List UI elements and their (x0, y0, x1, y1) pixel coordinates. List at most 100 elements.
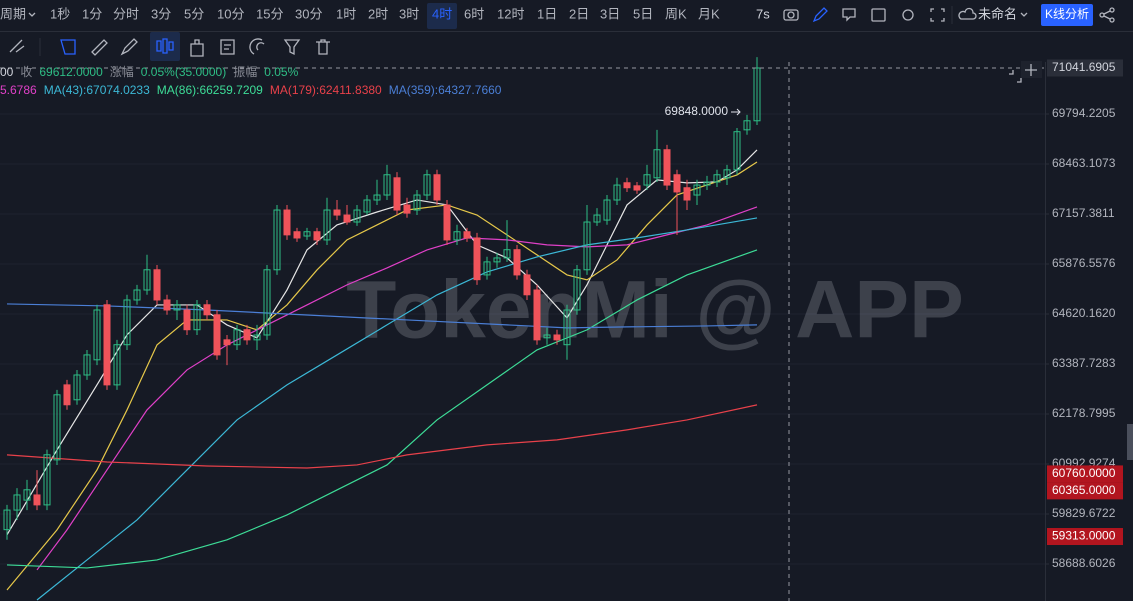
candle-body (533, 289, 541, 341)
draw-icon[interactable] (812, 7, 828, 23)
tool-template[interactable] (220, 39, 235, 55)
candle-body (233, 329, 241, 346)
period-button[interactable]: 3分 (151, 6, 171, 21)
candle-body (633, 185, 641, 191)
candle-body (323, 209, 331, 241)
analysis-button-bg[interactable] (1041, 4, 1093, 26)
chevron (28, 12, 36, 17)
y-tick-label: 67157.3811 (1052, 206, 1115, 220)
fullscreen-icon[interactable] (930, 8, 945, 22)
period-button[interactable]: 5分 (184, 6, 204, 21)
note-icon[interactable] (842, 8, 856, 22)
candle-body (133, 289, 141, 301)
candle-body (113, 344, 121, 386)
price-tag (1047, 465, 1123, 483)
candle-body (173, 304, 181, 311)
resize-icon[interactable] (1009, 70, 1022, 83)
candle-body (463, 231, 471, 239)
candle-body (563, 309, 571, 346)
tool-delete[interactable] (316, 39, 330, 55)
period-button[interactable]: 3时 (399, 6, 419, 21)
period-button[interactable]: 1秒 (50, 6, 70, 21)
period-button[interactable]: 15分 (256, 6, 283, 21)
candle-body (723, 169, 731, 179)
period-button[interactable]: 10分 (217, 6, 244, 21)
period-button[interactable]: 月K (698, 6, 720, 21)
candle-body (513, 249, 521, 276)
candle-body (713, 174, 721, 183)
candle-body (753, 67, 761, 122)
candle-body (673, 174, 681, 193)
period-button[interactable]: 4时 (432, 6, 452, 21)
info-item: 00 (0, 65, 14, 79)
tool-candles[interactable] (156, 38, 174, 54)
period-active-bg (427, 3, 457, 29)
save-icon[interactable] (871, 8, 886, 22)
period-button[interactable]: 2时 (368, 6, 388, 21)
candle-body (93, 309, 101, 361)
candle-body (613, 184, 621, 201)
layout-name[interactable]: 未命名 (978, 6, 1017, 21)
candle-body (203, 304, 211, 316)
candle-body (343, 214, 351, 223)
tool-magnet[interactable] (249, 38, 265, 55)
tool-filter[interactable] (283, 39, 301, 56)
side-handle[interactable] (1127, 424, 1133, 460)
period-button[interactable]: 1时 (336, 6, 356, 21)
info-item: 0.05%(35.0000) (141, 65, 226, 79)
tool-cursor[interactable] (60, 39, 76, 55)
chevron (1020, 12, 1028, 17)
cloud-icon[interactable] (958, 7, 977, 20)
analysis-button[interactable]: K线分析 (1045, 7, 1089, 21)
period-button[interactable]: 5日 (633, 6, 653, 21)
legend-entry: MA(359):64327.7660 (389, 83, 502, 97)
candle-body (453, 231, 461, 241)
info-item: 0.05% (264, 65, 298, 79)
watermark: TokenMi @ APP (346, 265, 964, 356)
candle-body (683, 187, 691, 201)
add-icon[interactable] (1025, 64, 1037, 76)
legend-entry: 5.6786 (0, 83, 37, 97)
period-button[interactable]: 3日 (600, 6, 620, 21)
candle-body (293, 231, 301, 239)
tool-hide[interactable] (9, 39, 25, 53)
candle-body (43, 454, 51, 506)
price-tag-label: 59313.0000 (1052, 529, 1116, 543)
price-axis: 69794.2205 68463.1073 67157.3811 65876.5576… (1045, 59, 1123, 601)
period-button[interactable]: 周K (665, 6, 687, 21)
info-item: 69612.0000 (39, 65, 103, 79)
period-button[interactable]: 6时 (464, 6, 484, 21)
candle-body (663, 149, 671, 186)
candle-body (103, 304, 111, 386)
candle-body (643, 174, 651, 186)
info-item: 振幅 (233, 64, 257, 79)
period-button[interactable]: 30分 (295, 6, 322, 21)
price-tag-label: 60365.0000 (1052, 483, 1116, 497)
tool-brush[interactable] (120, 38, 138, 56)
period-button[interactable]: 1分 (82, 6, 102, 21)
camera-icon[interactable] (783, 9, 799, 21)
candle-body (703, 181, 711, 186)
grid (0, 113, 1045, 565)
ma-line (36, 217, 758, 601)
timer: 7s (756, 6, 770, 21)
period-button[interactable]: 1日 (537, 6, 557, 21)
share-icon[interactable] (1099, 7, 1115, 23)
y-tick-label: 64620.1620 (1052, 306, 1116, 320)
tool-ruler[interactable] (91, 39, 108, 56)
y-tick-label: 69794.2205 (1052, 106, 1116, 120)
candle-body (523, 274, 531, 296)
candle-body (73, 374, 81, 401)
candle-body (13, 494, 21, 511)
settings-icon[interactable] (902, 9, 914, 21)
period-button[interactable]: 分时 (113, 6, 139, 21)
candle-body (243, 329, 251, 341)
period-button[interactable]: 12时 (497, 6, 524, 21)
candle-body (63, 384, 71, 406)
tool-lock[interactable] (190, 39, 204, 57)
period-button[interactable]: 2日 (569, 6, 589, 21)
period-label[interactable]: 周期 (0, 6, 26, 21)
candle-body (223, 339, 231, 346)
